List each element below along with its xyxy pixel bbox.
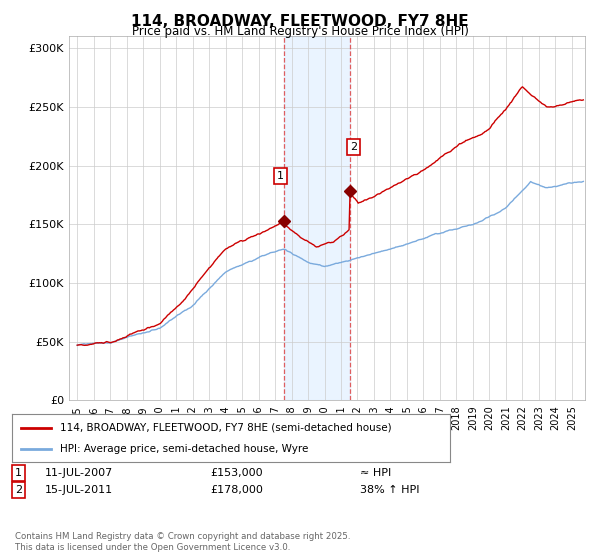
Text: £153,000: £153,000 (210, 468, 263, 478)
Text: ≈ HPI: ≈ HPI (360, 468, 391, 478)
Text: 11-JUL-2007: 11-JUL-2007 (45, 468, 113, 478)
Text: 2: 2 (350, 142, 357, 152)
Text: 38% ↑ HPI: 38% ↑ HPI (360, 485, 419, 495)
Text: £178,000: £178,000 (210, 485, 263, 495)
Text: Contains HM Land Registry data © Crown copyright and database right 2025.
This d: Contains HM Land Registry data © Crown c… (15, 532, 350, 552)
Text: 114, BROADWAY, FLEETWOOD, FY7 8HE: 114, BROADWAY, FLEETWOOD, FY7 8HE (131, 14, 469, 29)
Bar (284, 36, 350, 400)
Text: Price paid vs. HM Land Registry's House Price Index (HPI): Price paid vs. HM Land Registry's House … (131, 25, 469, 38)
Text: 114, BROADWAY, FLEETWOOD, FY7 8HE (semi-detached house): 114, BROADWAY, FLEETWOOD, FY7 8HE (semi-… (60, 423, 392, 433)
Text: 1: 1 (277, 171, 284, 181)
Text: HPI: Average price, semi-detached house, Wyre: HPI: Average price, semi-detached house,… (60, 444, 308, 454)
Text: 2: 2 (15, 485, 22, 495)
Text: 15-JUL-2011: 15-JUL-2011 (45, 485, 113, 495)
Text: 1: 1 (15, 468, 22, 478)
